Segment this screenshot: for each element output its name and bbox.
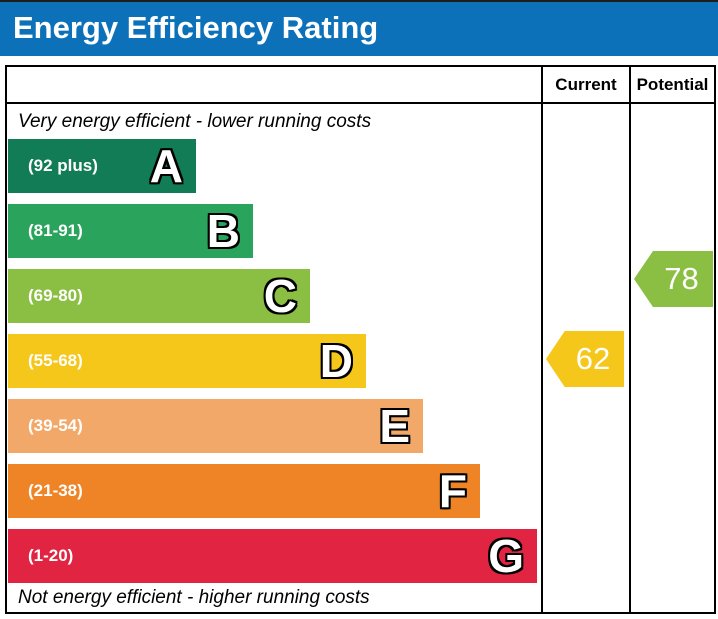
band-range-label: (69-80) [28,286,83,305]
title-bar: Energy Efficiency Rating [0,0,718,56]
rating-band: (92 plus) A [8,139,196,193]
band-range-label: (55-68) [28,351,83,370]
band-letter: B [206,205,240,257]
potential-rating-arrow: 78 [634,251,713,307]
epc-table: Current Potential Very energy efficient … [5,65,716,614]
current-rating-arrow: 62 [546,331,624,387]
current-column-divider [541,67,543,612]
band-letter: C [263,270,297,322]
band-range-label: (39-54) [28,416,83,435]
band-range-label: (92 plus) [28,156,98,175]
band-range-label: (81-91) [28,221,83,240]
band-letter: F [438,465,467,517]
rating-band: (81-91) B [8,204,253,258]
rating-band: (69-80) C [8,269,310,323]
band-letter: E [379,400,410,452]
band-range-label: (21-38) [28,481,83,500]
current-column-header: Current [555,75,617,94]
rating-band: (55-68) D [8,334,366,388]
top-caption: Very energy efficient - lower running co… [18,111,372,132]
band-range-label: (1-20) [28,546,74,565]
potential-column-header: Potential [636,75,709,94]
page-title: Energy Efficiency Rating [13,10,379,45]
rating-band: (39-54) E [8,399,423,453]
band-letter: A [149,140,183,192]
potential-column-divider [629,67,631,612]
band-letter: D [319,335,353,387]
rating-band: (21-38) F [8,464,480,518]
rating-band: (1-20) G [8,529,537,583]
bottom-caption: Not energy efficient - higher running co… [18,587,370,608]
header-row-border [7,102,714,104]
band-letter: G [488,530,524,582]
